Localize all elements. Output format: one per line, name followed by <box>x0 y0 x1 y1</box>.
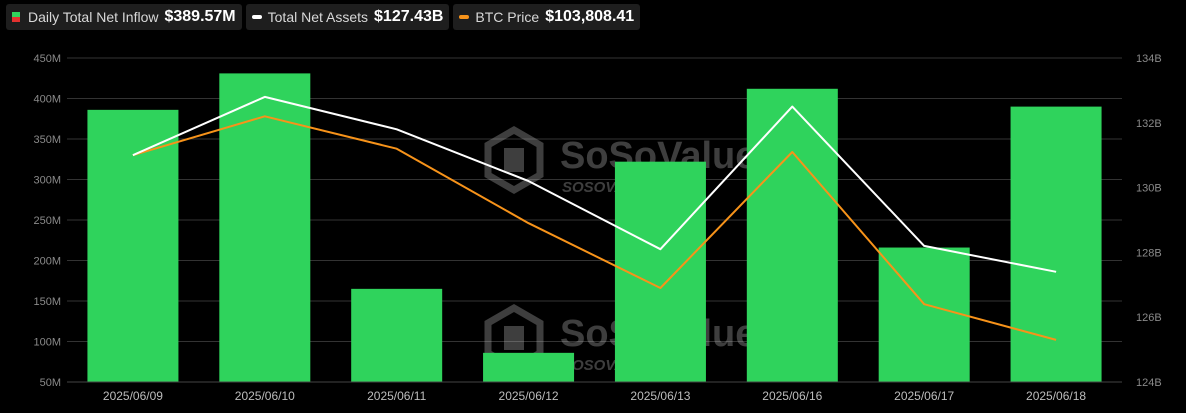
lines <box>132 95 1057 341</box>
legend-price-value: $103,808.41 <box>545 8 635 25</box>
y-right-tick: 134B <box>1136 53 1162 65</box>
logo-core-icon <box>504 148 524 172</box>
bar <box>87 109 179 382</box>
net-assets-line <box>132 95 1057 273</box>
y-left-tick: 250M <box>33 215 61 227</box>
y-right-tick: 130B <box>1136 183 1162 195</box>
y-left-tick: 350M <box>33 134 61 146</box>
y-left-tick: 450M <box>33 53 61 65</box>
bar <box>351 288 443 382</box>
bar <box>219 73 311 382</box>
legend-inflow[interactable]: Daily Total Net Inflow $389.57M <box>6 4 242 30</box>
price-swatch-icon <box>459 15 470 19</box>
btc-price-line <box>132 115 1057 341</box>
legend-inflow-label: Daily Total Net Inflow <box>28 9 159 25</box>
y-left-tick: 150M <box>33 296 61 308</box>
legend-price[interactable]: BTC Price $103,808.41 <box>453 4 641 30</box>
logo-core-icon <box>504 326 524 350</box>
bar <box>746 88 838 382</box>
legend-assets[interactable]: Total Net Assets $127.43B <box>245 4 450 30</box>
y-right-tick: 124B <box>1136 377 1162 389</box>
bar <box>483 352 575 382</box>
y-axis-right: 124B 126B 128B 130B 132B 134B <box>1136 53 1162 389</box>
x-tick: 2025/06/13 <box>630 389 690 403</box>
y-left-tick: 400M <box>33 94 61 106</box>
assets-swatch-icon <box>251 15 262 19</box>
bar <box>614 161 706 382</box>
y-right-tick: 128B <box>1136 247 1162 259</box>
x-tick: 2025/06/17 <box>894 389 954 403</box>
x-axis: 2025/06/09 2025/06/10 2025/06/11 2025/06/12… <box>67 381 1122 403</box>
legend: Daily Total Net Inflow $389.57M Total Ne… <box>6 4 641 30</box>
bar <box>1010 106 1102 382</box>
legend-price-label: BTC Price <box>475 9 540 25</box>
y-axis-left: 50M 100M 150M 200M 250M 300M 350M 400M 450M <box>33 53 61 389</box>
legend-assets-value: $127.43B <box>374 8 444 25</box>
inflow-swatch-icon <box>12 12 20 22</box>
y-right-tick: 126B <box>1136 312 1162 324</box>
y-left-tick: 300M <box>33 175 61 187</box>
legend-assets-label: Total Net Assets <box>267 9 369 25</box>
logo-hexagon-icon <box>484 125 544 195</box>
y-left-tick: 200M <box>33 256 61 268</box>
x-tick: 2025/06/11 <box>367 389 426 403</box>
x-tick: 2025/06/10 <box>235 389 295 403</box>
y-left-tick: 50M <box>40 377 61 389</box>
legend-inflow-value: $389.57M <box>164 8 236 25</box>
x-tick: 2025/06/16 <box>762 389 822 403</box>
y-right-tick: 132B <box>1136 118 1162 130</box>
x-tick: 2025/06/18 <box>1026 389 1086 403</box>
y-left-tick: 100M <box>33 337 61 349</box>
x-tick: 2025/06/12 <box>499 389 559 403</box>
x-tick: 2025/06/09 <box>103 389 163 403</box>
